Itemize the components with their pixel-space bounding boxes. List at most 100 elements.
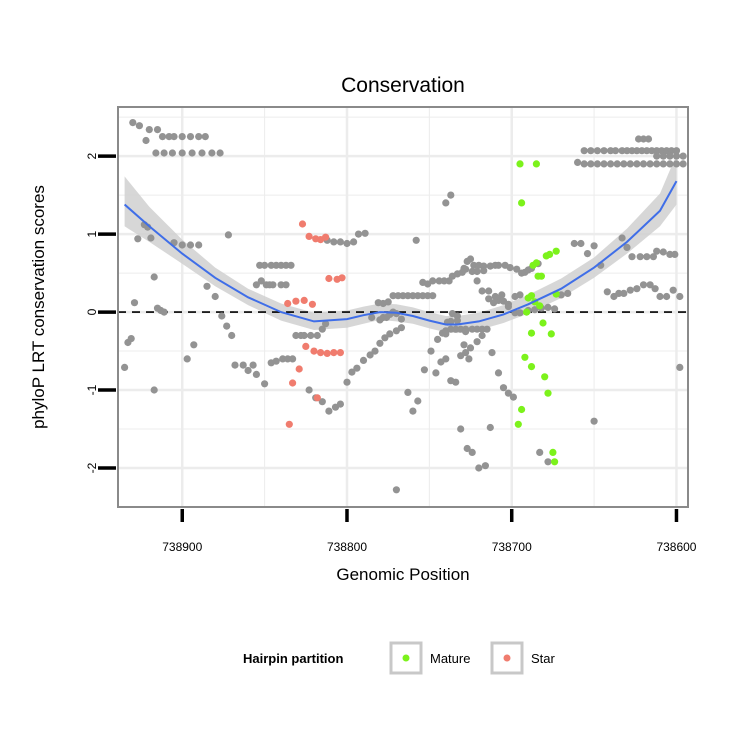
data-point	[121, 363, 129, 371]
data-point	[292, 297, 300, 305]
data-point	[302, 342, 310, 350]
data-point	[615, 289, 623, 297]
chart-title: Conservation	[341, 74, 465, 97]
data-point	[359, 356, 368, 364]
data-point	[513, 265, 521, 273]
data-point	[305, 232, 313, 240]
data-point	[643, 147, 651, 155]
data-point	[284, 299, 292, 308]
y-tick-label: -1	[85, 384, 99, 395]
legend-symbol-star	[503, 654, 511, 662]
data-point	[593, 160, 602, 168]
data-point	[447, 317, 455, 325]
data-point	[376, 339, 384, 347]
data-point	[186, 241, 195, 249]
data-point	[679, 152, 687, 160]
data-point	[313, 394, 321, 402]
data-point	[153, 126, 162, 134]
data-point	[338, 274, 346, 282]
data-point	[623, 243, 631, 251]
data-point	[152, 149, 160, 157]
data-point	[613, 160, 621, 168]
data-point	[463, 444, 471, 453]
data-point	[659, 160, 667, 168]
data-point	[527, 329, 536, 337]
data-point	[447, 191, 455, 199]
data-point	[499, 384, 508, 392]
data-point	[442, 330, 450, 338]
data-point	[504, 303, 512, 311]
data-point	[223, 322, 231, 330]
data-point	[198, 149, 206, 157]
data-point	[544, 303, 552, 311]
data-point	[516, 309, 524, 317]
data-point	[257, 277, 265, 285]
data-point	[485, 295, 493, 303]
data-point	[150, 273, 158, 281]
data-point	[532, 160, 541, 168]
data-point	[465, 355, 473, 363]
data-point	[547, 330, 555, 338]
data-point	[460, 264, 468, 272]
data-point	[147, 234, 155, 242]
data-point	[524, 294, 532, 302]
data-point	[239, 361, 247, 369]
data-point	[330, 238, 338, 246]
data-point	[518, 199, 526, 207]
data-point	[470, 261, 478, 269]
data-point	[466, 344, 475, 352]
data-point	[142, 136, 150, 145]
data-point	[504, 389, 512, 397]
data-point	[158, 133, 167, 141]
data-point	[659, 152, 667, 160]
data-point	[178, 149, 186, 157]
data-point	[644, 135, 653, 143]
data-point	[244, 366, 252, 375]
data-point	[607, 160, 615, 168]
data-point	[549, 448, 557, 456]
data-point	[322, 320, 330, 328]
series-other	[121, 119, 687, 494]
data-point	[666, 160, 674, 168]
data-point	[590, 242, 598, 250]
data-point	[216, 149, 224, 157]
data-point	[384, 298, 392, 306]
data-point	[381, 334, 389, 342]
data-point	[521, 353, 529, 361]
data-point	[429, 292, 437, 300]
data-point	[188, 149, 196, 157]
data-point	[633, 285, 641, 293]
data-point	[523, 308, 531, 316]
data-point	[295, 365, 303, 373]
data-point	[434, 335, 442, 343]
data-point	[168, 149, 176, 157]
series-star	[284, 220, 346, 428]
data-point	[536, 302, 544, 310]
data-point	[129, 119, 137, 127]
data-point	[663, 292, 671, 301]
y-tick-label: 1	[85, 230, 99, 237]
data-point	[620, 289, 628, 297]
data-point	[190, 341, 198, 349]
panel-border	[117, 106, 689, 508]
data-point	[287, 261, 295, 269]
data-point	[478, 287, 486, 295]
data-point	[488, 349, 496, 357]
data-point	[208, 149, 216, 157]
data-point	[195, 133, 203, 141]
data-point	[354, 230, 363, 238]
data-point	[531, 306, 539, 314]
data-point	[249, 361, 257, 369]
data-point	[298, 220, 307, 228]
data-point	[466, 255, 475, 263]
data-point	[310, 347, 318, 355]
data-point	[279, 355, 287, 363]
data-point	[483, 325, 491, 333]
data-point	[453, 317, 461, 325]
data-point	[646, 160, 654, 168]
data-point	[583, 250, 592, 258]
y-tick-label: 0	[85, 308, 99, 315]
data-point	[442, 199, 450, 207]
data-point	[514, 420, 522, 428]
data-point	[643, 253, 651, 261]
